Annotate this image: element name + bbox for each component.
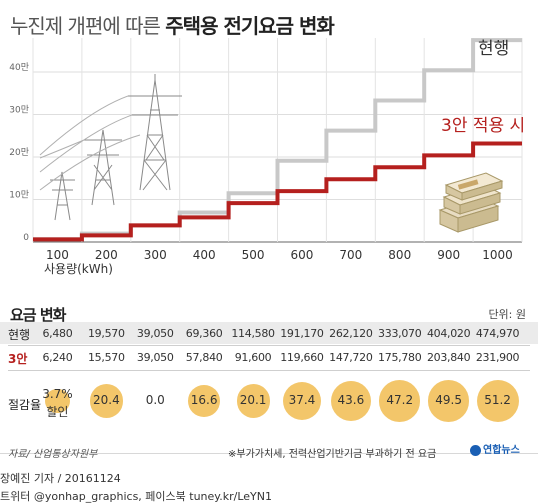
- money-stack-illustration: [438, 172, 504, 233]
- reduction-value: 43.6: [337, 393, 365, 407]
- reduction-value: 37.4: [288, 393, 316, 407]
- reduction-bubble: [45, 388, 70, 414]
- x-tick-label: 400: [193, 248, 216, 262]
- x-tick-label: 100: [46, 248, 69, 262]
- x-tick-label: 200: [95, 248, 118, 262]
- reduction-value: 0.0: [145, 393, 165, 407]
- logo-text: 연합뉴스: [483, 445, 520, 456]
- cell-current: 39,050: [136, 327, 174, 340]
- y-tick-label: 40만: [9, 62, 29, 73]
- row-label-reduction: 절감율: [8, 398, 42, 412]
- yonhap-logo: 연합뉴스: [470, 441, 520, 456]
- cell-current: 474,970: [475, 327, 520, 340]
- rate-change-table: 요금 변화 단위: 원 현행 6,480 19,570 39,050 69,360 11…: [0, 298, 538, 442]
- reduction-value: 20.1: [239, 393, 267, 407]
- logo-icon: [470, 444, 481, 456]
- cell-plan3: 15,570: [87, 351, 125, 364]
- reduction-value: 51.2: [484, 393, 511, 407]
- cell-current: 19,570: [87, 327, 125, 340]
- reduction-value: 20.4: [92, 393, 120, 407]
- y-tick-label: 20만: [9, 147, 29, 158]
- reduction-value: 16.6: [190, 393, 218, 407]
- reduction-value: 47.2: [386, 393, 414, 407]
- y-tick-label: 30만: [9, 105, 29, 116]
- credit-social: 트위터 @yonhap_graphics, 페이스북 tuney.kr/LeYN…: [0, 490, 272, 503]
- reduction-bubble: [330, 380, 371, 422]
- cell-plan3: 203,840: [426, 351, 471, 364]
- title-bold: 주택용 전기요금 변화: [165, 14, 335, 38]
- footnote: ※부가가치세, 전력산업기반기금 부과하기 전 요금: [228, 449, 437, 460]
- x-tick-label: 800: [388, 248, 411, 262]
- x-tick-label: 300: [144, 248, 167, 262]
- table-title: 요금 변화: [10, 306, 66, 324]
- x-tick-label: 900: [437, 248, 460, 262]
- reduction-value: 49.5: [435, 393, 462, 407]
- x-axis-label: 사용량(kWh): [44, 262, 113, 276]
- cell-current: 191,170: [280, 327, 324, 340]
- cell-plan3: 39,050: [136, 351, 174, 364]
- chart-decorations: [39, 74, 504, 233]
- reduction-bubble: [236, 384, 270, 418]
- power-pylon-illustration: [39, 74, 182, 221]
- title-prefix: 누진제 개편에 따른: [10, 14, 166, 38]
- x-tick-label: 700: [339, 248, 362, 262]
- row-label-current: 현행: [8, 328, 31, 342]
- reduction-bubble: [89, 384, 123, 418]
- cell-plan3: 231,900: [475, 351, 520, 364]
- cell-current: 333,070: [378, 327, 422, 340]
- y-tick-label: 10만: [9, 190, 29, 201]
- row-divider: [8, 370, 530, 371]
- cell-current: 69,360: [185, 327, 223, 340]
- reduction-bubble: [476, 380, 519, 422]
- legend-current: 현행: [478, 39, 509, 59]
- cell-current: 6,480: [42, 327, 73, 340]
- credit-reporter: 장예진 기자 / 20161124: [0, 472, 121, 485]
- table-row-reduction: 절감율 3.7% 할인 20.4 0.0 16.6 20.1 37.4 43.6 47.2 49.…: [0, 374, 538, 436]
- discount-label: 할인: [46, 405, 69, 419]
- cell-current: 262,120: [329, 327, 373, 340]
- reduction-value: 3.7%: [42, 387, 73, 401]
- cell-plan3: 57,840: [185, 351, 223, 364]
- table-row-current: 현행 6,480 19,570 39,050 69,360 114,580 191,170…: [0, 322, 538, 344]
- cell-plan3: 119,660: [280, 351, 324, 364]
- cell-current: 404,020: [426, 327, 471, 340]
- cell-plan3: 6,240: [42, 351, 73, 364]
- step-line-chart: 0 10만 20만 30만 40만 100 200 300 400 500 600 700 800 90…: [9, 38, 525, 276]
- chart-title: 누진제 개편에 따른 주택용 전기요금 변화: [10, 10, 335, 39]
- cell-plan3: 175,780: [378, 351, 422, 364]
- reduction-bubble: [282, 381, 322, 421]
- y-tick-label: 0: [23, 233, 29, 243]
- cell-current: 114,580: [231, 327, 275, 340]
- cell-plan3: 147,720: [329, 351, 373, 364]
- row-label-plan3: 3안: [8, 352, 28, 366]
- reduction-bubble: [379, 380, 421, 422]
- reduction-bubble: [427, 380, 470, 422]
- cell-plan3: 91,600: [234, 351, 272, 364]
- reduction-bubble: [188, 385, 220, 417]
- x-tick-label: 1000: [482, 248, 513, 262]
- table-row-plan3: 3안 6,240 15,570 39,050 57,840 91,600 119,660 1…: [0, 346, 538, 368]
- infographic-card: 누진제 개편에 따른 주택용 전기요금 변화: [0, 10, 538, 460]
- row-divider: [8, 345, 530, 346]
- series-line-plan3: [33, 141, 522, 242]
- legend-plan3: 3안 적용 시: [441, 116, 525, 136]
- x-tick-label: 500: [242, 248, 265, 262]
- x-tick-label: 600: [290, 248, 313, 262]
- source-note: 자료/ 산업통상자원부: [8, 449, 98, 460]
- table-unit: 단위: 원: [488, 308, 526, 321]
